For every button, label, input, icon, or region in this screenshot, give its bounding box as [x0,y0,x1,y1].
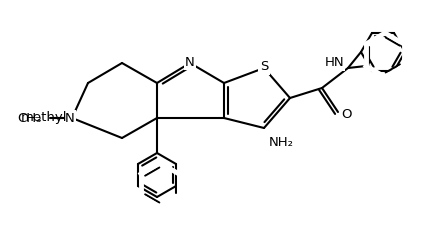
Text: N: N [65,111,75,124]
Text: NH₂: NH₂ [269,136,294,149]
Text: N: N [185,55,195,69]
Text: methyl: methyl [35,116,40,118]
Text: methyl: methyl [21,111,67,124]
Text: CH₃: CH₃ [18,111,42,124]
Text: O: O [341,108,352,120]
Text: HN: HN [325,56,344,69]
Text: S: S [260,60,268,74]
